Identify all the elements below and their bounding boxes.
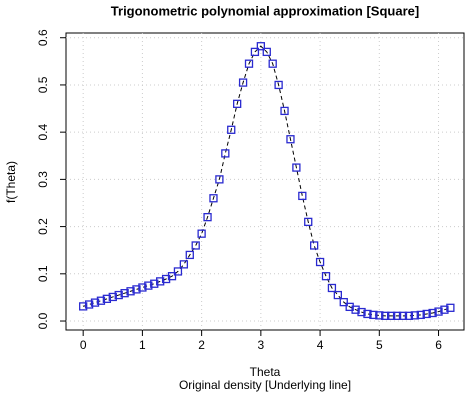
point bbox=[102, 294, 112, 303]
point bbox=[244, 59, 254, 68]
point bbox=[161, 274, 171, 284]
point bbox=[185, 250, 194, 260]
point bbox=[150, 279, 159, 288]
density-line bbox=[83, 45, 451, 317]
point bbox=[197, 229, 206, 238]
point bbox=[132, 285, 141, 294]
point bbox=[238, 78, 248, 87]
chart-title: Trigonometric polynomial approximation [… bbox=[111, 3, 419, 18]
point bbox=[422, 309, 431, 319]
x-tick-label: 5 bbox=[376, 338, 383, 352]
point bbox=[416, 310, 425, 320]
y-tick-label: 0.3 bbox=[36, 171, 50, 188]
point bbox=[410, 311, 419, 320]
point bbox=[381, 311, 390, 320]
caption: Original density [Underlying line] bbox=[179, 378, 351, 392]
point bbox=[369, 310, 378, 320]
point bbox=[268, 59, 277, 68]
point bbox=[339, 297, 348, 307]
point bbox=[286, 135, 295, 144]
point bbox=[114, 290, 123, 300]
y-tick-label: 0.4 bbox=[36, 123, 50, 140]
y-tick-label: 0.2 bbox=[36, 218, 50, 235]
point bbox=[221, 149, 230, 158]
y-tick-label: 0.6 bbox=[36, 29, 50, 46]
x-tick-label: 6 bbox=[435, 338, 442, 352]
point bbox=[434, 307, 443, 316]
point bbox=[404, 311, 414, 320]
point bbox=[256, 42, 266, 51]
point bbox=[215, 175, 224, 184]
point bbox=[84, 300, 94, 309]
point bbox=[227, 125, 236, 134]
point bbox=[179, 260, 189, 269]
x-tick-label: 0 bbox=[80, 338, 87, 352]
point bbox=[398, 311, 408, 320]
point bbox=[298, 191, 307, 201]
point bbox=[144, 281, 153, 290]
point bbox=[333, 290, 342, 300]
x-axis-label: Theta bbox=[250, 365, 281, 379]
point bbox=[446, 303, 455, 312]
point bbox=[167, 272, 177, 281]
point bbox=[274, 80, 283, 90]
point bbox=[363, 309, 372, 319]
x-tick-label: 2 bbox=[198, 338, 205, 352]
point bbox=[250, 47, 260, 57]
y-tick-label: 0.1 bbox=[36, 265, 50, 282]
point bbox=[280, 106, 289, 116]
point bbox=[357, 307, 366, 317]
point bbox=[120, 289, 129, 298]
x-tick-label: 4 bbox=[317, 338, 324, 352]
point bbox=[310, 241, 319, 250]
point bbox=[315, 257, 325, 267]
point bbox=[209, 194, 218, 203]
point bbox=[292, 163, 301, 172]
y-tick-label: 0.5 bbox=[36, 76, 50, 93]
point bbox=[304, 217, 313, 227]
point bbox=[262, 47, 271, 57]
point bbox=[79, 302, 88, 311]
y-axis-label: f(Theta) bbox=[4, 161, 18, 203]
plot-frame bbox=[65, 32, 465, 331]
point bbox=[375, 311, 384, 320]
point bbox=[138, 283, 147, 292]
point bbox=[392, 311, 402, 320]
point bbox=[440, 305, 449, 314]
point bbox=[327, 283, 337, 293]
y-tick-label: 0.0 bbox=[36, 312, 50, 329]
point bbox=[233, 99, 242, 108]
point bbox=[90, 298, 100, 307]
point bbox=[96, 296, 106, 305]
point bbox=[108, 292, 117, 302]
point bbox=[345, 302, 354, 312]
point bbox=[387, 311, 396, 320]
point bbox=[173, 267, 183, 276]
point bbox=[428, 308, 437, 318]
x-tick-label: 3 bbox=[258, 338, 265, 352]
point bbox=[321, 272, 331, 281]
point bbox=[126, 287, 135, 296]
point bbox=[351, 305, 360, 314]
point bbox=[191, 241, 200, 250]
x-tick-label: 1 bbox=[139, 338, 146, 352]
point bbox=[203, 212, 212, 222]
point bbox=[156, 277, 165, 286]
